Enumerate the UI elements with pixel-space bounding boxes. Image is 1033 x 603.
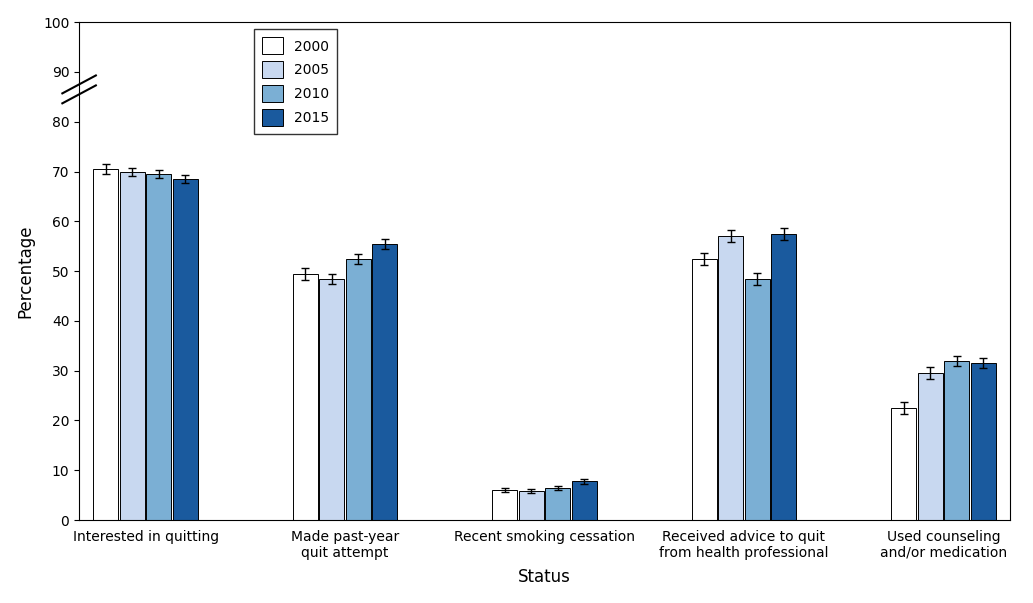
Bar <box>692 259 717 520</box>
Bar <box>346 259 371 520</box>
Bar <box>173 179 198 520</box>
Bar <box>492 490 518 520</box>
Bar <box>718 236 743 520</box>
Bar <box>120 171 145 520</box>
Bar <box>319 279 344 520</box>
X-axis label: Status: Status <box>519 569 571 586</box>
Bar <box>891 408 916 520</box>
Bar <box>147 174 171 520</box>
Bar <box>373 244 398 520</box>
Bar <box>93 169 118 520</box>
Legend: 2000, 2005, 2010, 2015: 2000, 2005, 2010, 2015 <box>253 29 338 134</box>
Bar <box>519 491 543 520</box>
Bar <box>745 279 770 520</box>
Bar <box>971 363 996 520</box>
Bar <box>772 234 796 520</box>
Bar <box>944 361 969 520</box>
Bar <box>292 274 317 520</box>
Y-axis label: Percentage: Percentage <box>17 224 35 318</box>
Bar <box>545 488 570 520</box>
Bar <box>917 373 943 520</box>
Bar <box>572 481 597 520</box>
